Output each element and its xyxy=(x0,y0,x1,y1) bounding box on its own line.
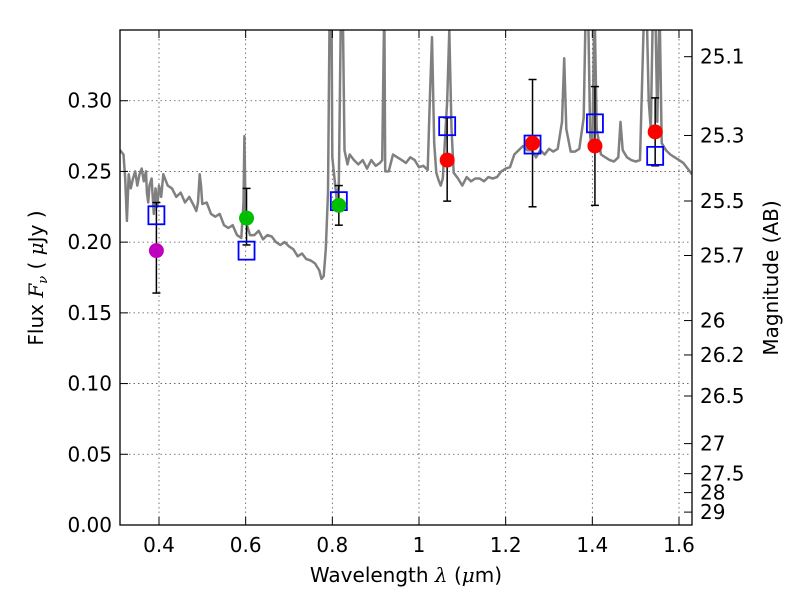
mag-tick-label: 26 xyxy=(700,309,725,333)
observed-point xyxy=(239,210,255,226)
x-tick-label: 0.6 xyxy=(230,533,262,557)
model-point xyxy=(147,205,166,226)
observed-point xyxy=(148,243,164,259)
y-tick-label: 0.25 xyxy=(67,159,112,183)
mag-tick-label: 27.5 xyxy=(700,462,745,486)
model-point xyxy=(438,116,457,137)
y-tick-label: 0.05 xyxy=(67,442,112,466)
mag-tick-label: 25.3 xyxy=(700,123,745,147)
model-point xyxy=(237,240,256,261)
observed-point xyxy=(587,138,603,154)
tick-labels: 0.4 0.6 0.8 1 1.2 1.4 1.6 0.00 0.05 0.10 0.15 0.20 0… xyxy=(67,45,744,557)
observed-point xyxy=(439,152,455,168)
mag-tick-label: 28 xyxy=(700,481,725,505)
x-tick-label: 1.2 xyxy=(490,533,522,557)
template-spectrum-line xyxy=(120,30,692,281)
mag-tick-label: 26.5 xyxy=(700,384,745,408)
model-point xyxy=(586,113,604,134)
observed-points-layer xyxy=(148,124,663,259)
model-point xyxy=(523,134,542,155)
right-axis-title: Magnitude (AB) xyxy=(759,200,783,355)
y-tick-label: 0.00 xyxy=(67,513,112,537)
x-tick-label: 0.8 xyxy=(316,533,348,557)
plot-frame xyxy=(119,29,693,526)
y-tick-label: 0.15 xyxy=(67,301,112,325)
model-point xyxy=(646,145,665,166)
y-tick-label: 0.20 xyxy=(67,230,112,254)
mag-tick-label: 29 xyxy=(700,500,725,524)
mag-tick-label: 27 xyxy=(700,432,725,456)
x-tick-label: 1 xyxy=(413,533,426,557)
mag-tick-label: 26.2 xyxy=(700,343,745,367)
observed-point xyxy=(331,197,347,213)
model-points-layer xyxy=(147,113,665,261)
y-tick-label: 0.10 xyxy=(67,372,112,396)
x-tick-label: 1.4 xyxy=(576,533,608,557)
mag-tick-label: 25.7 xyxy=(700,244,745,268)
mag-tick-label: 25.5 xyxy=(700,189,745,213)
x-tick-label: 0.4 xyxy=(143,533,175,557)
mag-tick-label: 25.1 xyxy=(700,45,745,69)
template-spectrum-layer xyxy=(120,30,692,281)
ticks xyxy=(120,30,692,526)
y-tick-label: 0.30 xyxy=(67,89,112,113)
y-axis-title: Flux Fν ( μJy ) xyxy=(24,210,51,345)
observed-point xyxy=(647,124,663,140)
observed-point xyxy=(525,135,541,151)
x-tick-label: 1.6 xyxy=(663,533,695,557)
x-axis-title: Wavelength λ (μm) xyxy=(310,563,502,587)
